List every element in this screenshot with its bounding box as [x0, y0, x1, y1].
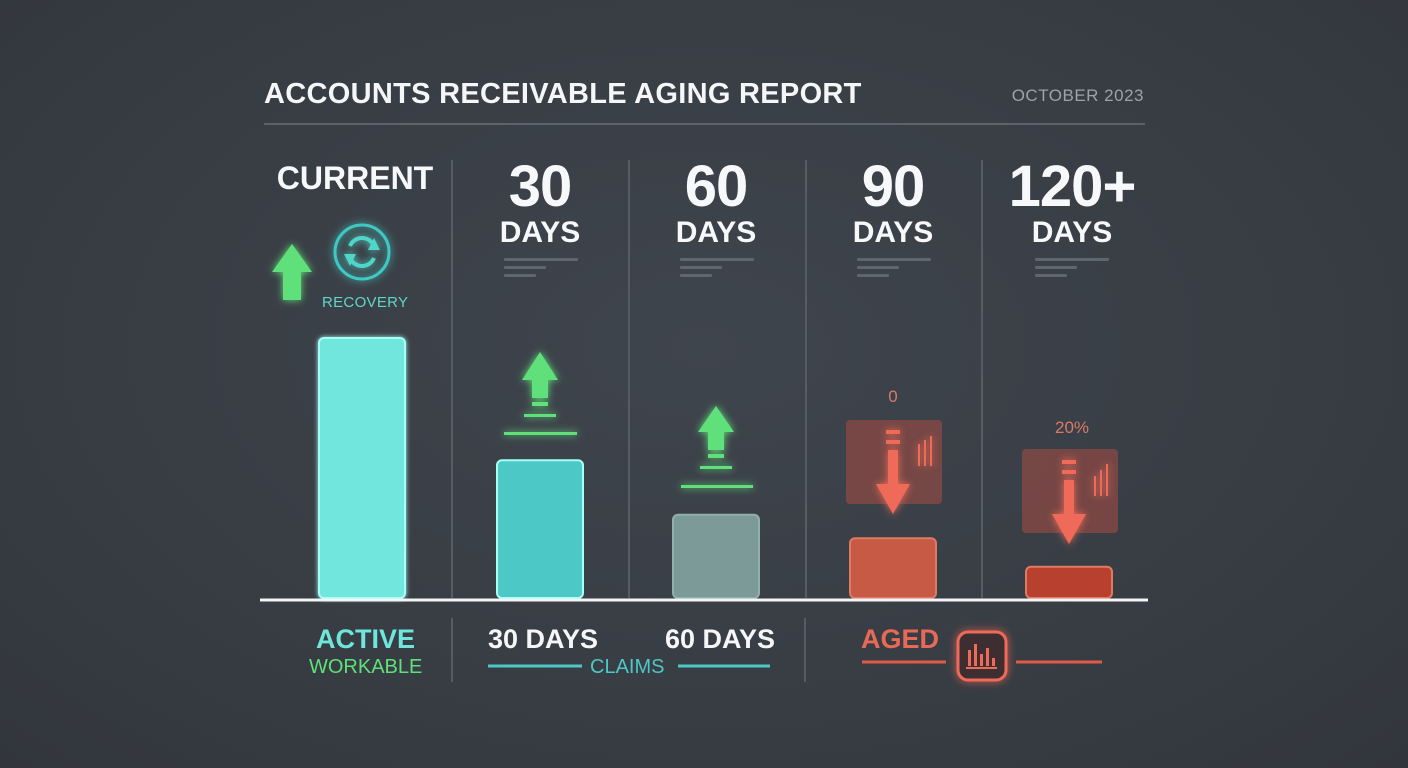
column-unit-90: DAYS [852, 216, 934, 249]
legend-workable: WORKABLE [309, 656, 423, 678]
days120-annotation: 20% [1054, 418, 1090, 437]
bar-90-days [849, 537, 937, 600]
legend-aged: AGED [861, 624, 940, 654]
column-title-60-days: 60 DAYS [631, 158, 801, 248]
bar-chart-icon [956, 630, 1008, 682]
bar-current [318, 337, 406, 599]
up-arrow-icon [272, 244, 312, 300]
column-divider [805, 160, 807, 598]
down-arrow-icon [846, 420, 942, 514]
bar-60-days [672, 513, 760, 599]
subtitle-lines-90 [857, 258, 931, 282]
column-divider [451, 160, 453, 598]
subtitle-lines-120 [1035, 258, 1109, 282]
legend-active: ACTIVE [316, 624, 416, 654]
down-arrow-icon [1022, 449, 1118, 544]
subtitle-lines-30 [504, 258, 578, 282]
report-date: OCTOBER 2023 [1011, 86, 1144, 105]
column-unit-120: DAYS [1031, 216, 1113, 249]
column-unit-30: DAYS [499, 216, 581, 249]
header-divider [264, 123, 1145, 125]
page-title: ACCOUNTS RECEIVABLE AGING REPORT [264, 78, 862, 110]
column-divider [628, 160, 630, 598]
recovery-label: RECOVERY [322, 294, 409, 311]
days90-annotation: 0 [888, 387, 898, 406]
column-title-120-days: 120+ DAYS [982, 158, 1162, 248]
column-title-30-days: 30 DAYS [455, 158, 625, 248]
recovery-cycle-icon [333, 223, 391, 281]
up-arrow-icon [681, 406, 753, 488]
column-divider [981, 160, 983, 598]
column-number-120: 120+ [1008, 154, 1137, 219]
bar-30-days [496, 459, 584, 600]
column-number-60: 60 [684, 154, 749, 219]
bars-group [318, 337, 1113, 600]
legend-60-days: 60 DAYS [665, 624, 776, 654]
bar-120-days [1025, 565, 1113, 599]
column-number-30: 30 [508, 154, 573, 219]
column-number-90: 90 [861, 154, 926, 219]
column-unit-60: DAYS [675, 216, 757, 249]
subtitle-lines-60 [680, 258, 754, 282]
legend-claims: CLAIMS [590, 656, 665, 678]
column-title-90-days: 90 DAYS [808, 158, 978, 248]
up-arrow-icon [504, 352, 577, 435]
legend-30-days: 30 DAYS [488, 624, 599, 654]
column-title-current: CURRENT [276, 160, 434, 196]
